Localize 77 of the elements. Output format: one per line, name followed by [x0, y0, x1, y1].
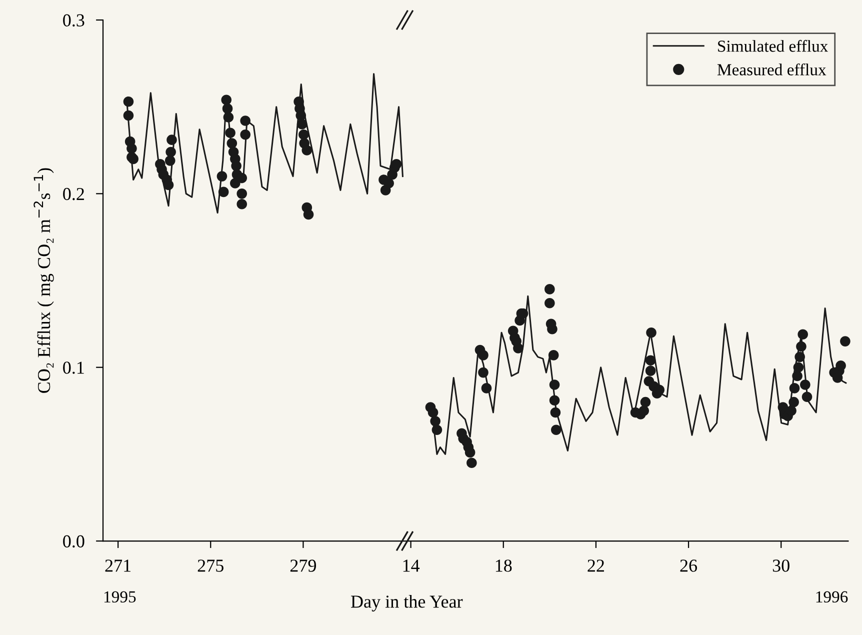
- point: [166, 146, 176, 158]
- point: [430, 416, 440, 426]
- point: [645, 366, 656, 376]
- point: [645, 355, 656, 366]
- point: [391, 159, 402, 170]
- point: [428, 407, 438, 418]
- point: [166, 134, 177, 145]
- point: [163, 180, 174, 190]
- point: [793, 362, 804, 372]
- point: [222, 103, 233, 114]
- point: [432, 424, 442, 436]
- point: [216, 171, 228, 182]
- point: [223, 112, 234, 122]
- point: [789, 383, 800, 394]
- x-tick-label: 18: [496, 560, 512, 572]
- point: [123, 96, 134, 107]
- point: [544, 298, 555, 308]
- point: [481, 383, 492, 394]
- y-tick-label: 0.2: [63, 188, 84, 200]
- point: [231, 160, 242, 172]
- point: [646, 327, 656, 338]
- point: [302, 145, 312, 156]
- point: [164, 156, 176, 166]
- point: [640, 396, 651, 408]
- point: [230, 178, 240, 188]
- y-tick-label: 0.0: [63, 535, 84, 548]
- point: [236, 188, 248, 199]
- point: [126, 143, 137, 154]
- point: [549, 395, 560, 406]
- point: [296, 119, 308, 130]
- legend-label: Measured efflux: [717, 63, 826, 76]
- x-tick-label: 26: [680, 560, 698, 572]
- x-tick-label: 22: [588, 560, 604, 572]
- point: [550, 424, 562, 436]
- point: [544, 284, 555, 294]
- point: [792, 370, 802, 382]
- point: [226, 138, 238, 148]
- point: [236, 198, 248, 210]
- point: [786, 406, 796, 416]
- point: [478, 350, 488, 360]
- x-tick-label: 279: [290, 560, 316, 572]
- point: [788, 396, 799, 408]
- y-tick-label: 0.3: [63, 14, 84, 27]
- point: [466, 458, 477, 468]
- point: [303, 209, 314, 220]
- point: [549, 380, 560, 390]
- legend-label: Simulated efflux: [718, 40, 828, 52]
- point: [225, 128, 236, 138]
- point: [478, 367, 488, 378]
- text: 1995: [104, 591, 136, 603]
- point: [840, 336, 850, 346]
- point: [836, 360, 846, 371]
- x-tick-label: 275: [198, 560, 224, 572]
- text: 1996: [816, 591, 848, 603]
- point: [464, 447, 476, 458]
- point: [796, 341, 806, 352]
- y-axis-title: CO₂ Efflux ( mg CO₂ m$^{−2}$s$^{−1}$): [34, 168, 54, 393]
- point: [550, 407, 561, 418]
- y-tick-label: 0.1: [63, 362, 84, 374]
- point: [240, 129, 250, 140]
- x-tick-label: 14: [403, 560, 420, 572]
- point: [638, 406, 650, 416]
- point: [800, 380, 810, 390]
- point: [802, 392, 812, 402]
- point: [240, 116, 250, 126]
- point: [384, 178, 394, 188]
- point: [298, 129, 309, 140]
- point: [221, 94, 232, 106]
- x-tick-label: 271: [105, 560, 131, 572]
- point: [794, 352, 805, 362]
- point: [798, 329, 808, 340]
- point: [513, 343, 524, 354]
- x-tick-label: 30: [772, 560, 790, 572]
- point: [548, 350, 559, 360]
- x-axis-title: Day in the Year: [351, 595, 463, 612]
- point: [218, 186, 229, 198]
- point: [123, 110, 134, 121]
